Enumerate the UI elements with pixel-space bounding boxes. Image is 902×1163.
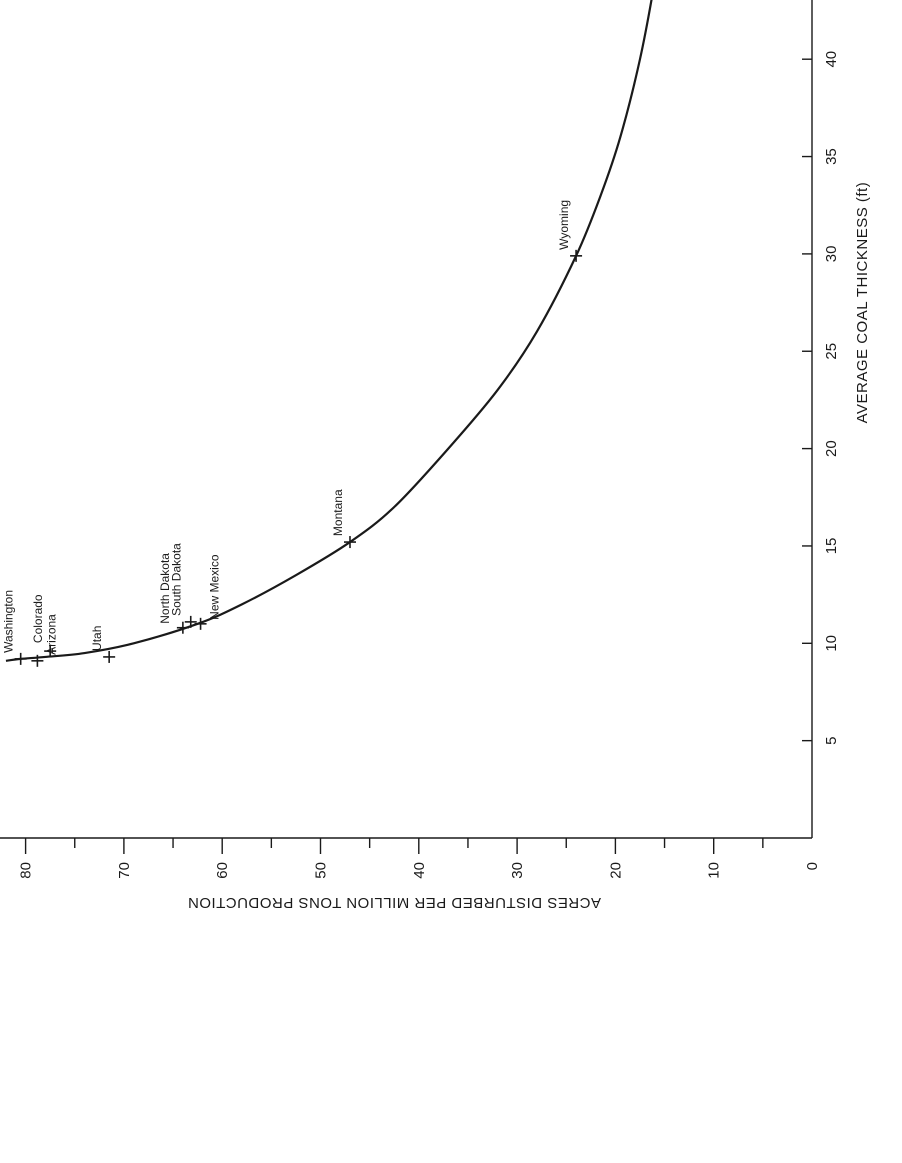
data-point: New Mexico: [194, 554, 222, 630]
y-tick-label: 50: [313, 862, 330, 879]
point-label: Arizona: [44, 614, 58, 655]
data-point: Colorado: [31, 594, 57, 658]
x-tick-label: 10: [823, 635, 840, 652]
data-point: Utah: [90, 626, 116, 663]
data-point: Wyoming: [557, 200, 583, 262]
data-point: South Dakota: [170, 543, 197, 628]
data-point: Washington: [2, 590, 27, 665]
y-tick-label: 80: [18, 862, 35, 879]
point-label: New Mexico: [208, 554, 222, 620]
x-tick-label: 40: [823, 51, 840, 68]
series: [5, 0, 676, 662]
x-tick-label: 35: [823, 148, 840, 165]
axes: [0, 0, 813, 839]
x-axis-title: AVERAGE COAL THICKNESS (ft): [854, 182, 871, 424]
x-tick-label: 20: [823, 440, 840, 457]
y-tick-label: 30: [509, 862, 526, 879]
data-point: Montana: [331, 489, 356, 549]
x-tick-label: 25: [823, 343, 840, 360]
y-tick-label: 20: [607, 862, 624, 879]
x-tick-label: 5: [823, 736, 840, 744]
y-tick-label: 10: [706, 862, 723, 879]
y-tick-label: 70: [116, 862, 133, 879]
x-tick-label: 30: [823, 246, 840, 263]
point-label: Utah: [90, 626, 104, 651]
point-label: Wyoming: [557, 200, 571, 250]
data-point: North Dakota: [158, 553, 189, 634]
y-axis-title: ACRES DISTURBED PER MILLION TONS PRODUCT…: [187, 894, 601, 911]
ticks: 51015202530354045505510203040506070800: [18, 51, 840, 879]
x-tick-label: 15: [823, 538, 840, 555]
point-label: Colorado: [31, 594, 45, 643]
fitted-curve: [5, 0, 676, 662]
y-tick-label: 60: [214, 862, 231, 879]
data-point: Arizona: [31, 614, 58, 667]
point-label: Washington: [2, 590, 16, 653]
point-label: North Dakota: [158, 553, 172, 624]
y-tick-label: 0: [804, 862, 821, 870]
point-label: South Dakota: [170, 543, 184, 616]
point-label: Montana: [331, 489, 345, 536]
y-tick-label: 40: [411, 862, 428, 879]
